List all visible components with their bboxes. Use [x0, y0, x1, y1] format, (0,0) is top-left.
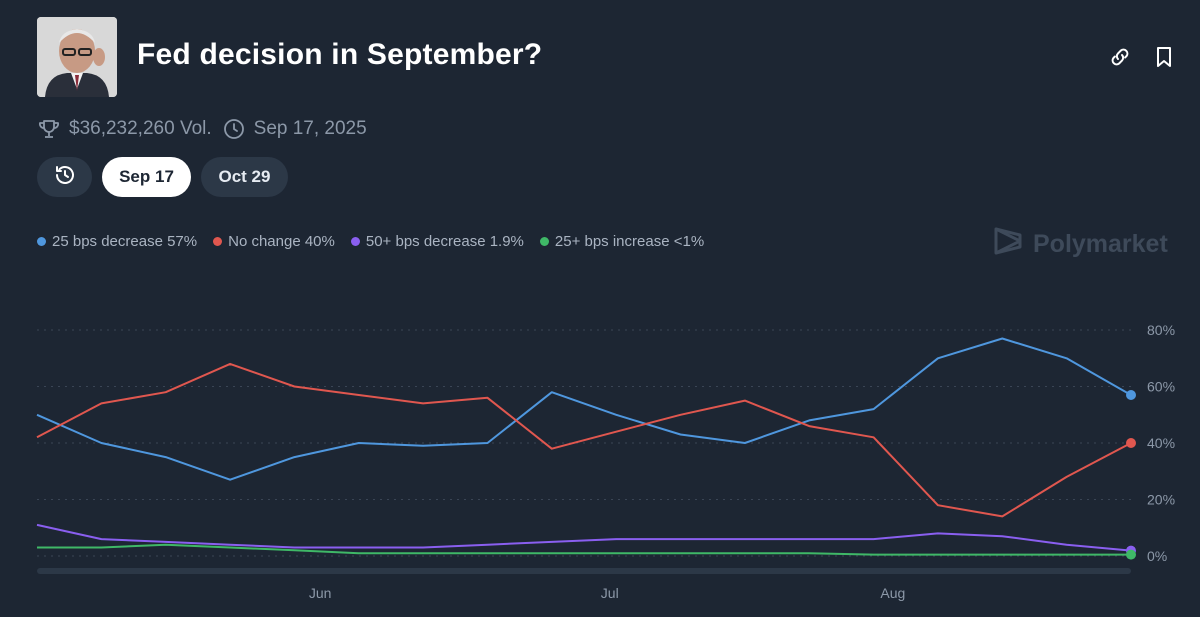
- series-end-point[interactable]: [1126, 549, 1136, 560]
- y-tick-label: 0%: [1147, 548, 1167, 564]
- polymarket-watermark: Polymarket: [993, 225, 1168, 264]
- chart-grid: [37, 329, 1131, 557]
- clock-icon: [222, 117, 246, 141]
- volume-stat: $36,232,260 Vol.: [37, 117, 212, 141]
- market-title: Fed decision in September?: [137, 38, 543, 71]
- legend-dot: [350, 237, 360, 246]
- brand-text: Polymarket: [1033, 230, 1168, 258]
- x-tick-label: Jun: [309, 585, 332, 601]
- y-tick-label: 40%: [1147, 435, 1175, 451]
- bookmark-icon[interactable]: [1152, 45, 1176, 69]
- date-stat: Sep 17, 2025: [222, 117, 367, 141]
- legend-dot: [539, 237, 549, 246]
- tab-sep-17-label: Sep 17: [119, 167, 174, 186]
- series-end-point[interactable]: [1126, 389, 1136, 400]
- chart-legend: 25 bps decrease 57% No change 40% 50+ bp…: [37, 233, 704, 250]
- legend-label: 50+ bps decrease 1.9%: [365, 233, 524, 250]
- y-tick-label: 80%: [1147, 322, 1175, 338]
- history-button[interactable]: [37, 157, 92, 197]
- trophy-icon: [37, 117, 61, 141]
- x-axis: Jun Jul Aug: [37, 568, 1131, 601]
- legend-label: No change 40%: [228, 233, 335, 250]
- x-axis-scrollbar[interactable]: [37, 568, 1131, 574]
- legend-item[interactable]: 25+ bps increase <1%: [539, 233, 705, 250]
- tab-oct-29[interactable]: Oct 29: [201, 157, 288, 197]
- person-portrait: [37, 17, 117, 97]
- series-line-50-bps-decrease[interactable]: [36, 523, 1132, 552]
- tab-oct-29-label: Oct 29: [218, 167, 271, 186]
- legend-dot: [213, 237, 223, 246]
- legend-label: 25 bps decrease 57%: [52, 233, 198, 250]
- legend-item[interactable]: No change 40%: [213, 233, 335, 250]
- market-avatar: [37, 17, 117, 97]
- market-meta: $36,232,260 Vol. Sep 17, 2025: [37, 117, 367, 141]
- y-axis: 0% 20% 40% 60% 80%: [1147, 322, 1175, 564]
- legend-item[interactable]: 50+ bps decrease 1.9%: [350, 233, 524, 250]
- x-tick-label: Aug: [880, 585, 905, 601]
- series-line-no-change[interactable]: [36, 362, 1132, 518]
- x-tick-label: Jul: [601, 585, 619, 601]
- y-tick-label: 20%: [1147, 492, 1175, 508]
- tab-sep-17[interactable]: Sep 17: [102, 157, 191, 197]
- polymarket-logo-icon: [993, 225, 1023, 264]
- series-line-25-bps-decrease[interactable]: [36, 337, 1132, 481]
- y-tick-label: 60%: [1147, 379, 1175, 395]
- volume-text: $36,232,260 Vol.: [69, 118, 212, 139]
- legend-label: 25+ bps increase <1%: [554, 233, 705, 250]
- history-icon: [53, 163, 77, 192]
- end-date-text: Sep 17, 2025: [253, 118, 367, 139]
- chart-series: [36, 337, 1136, 560]
- series-end-point[interactable]: [1126, 438, 1136, 448]
- link-icon[interactable]: [1108, 45, 1132, 69]
- legend-item[interactable]: 25 bps decrease 57%: [37, 233, 197, 250]
- legend-dot: [37, 237, 46, 246]
- probability-chart: 0% 20% 40% 60% 80% Jun Jul Aug: [36, 322, 1175, 601]
- series-line-25-bps-increase[interactable]: [37, 543, 1131, 556]
